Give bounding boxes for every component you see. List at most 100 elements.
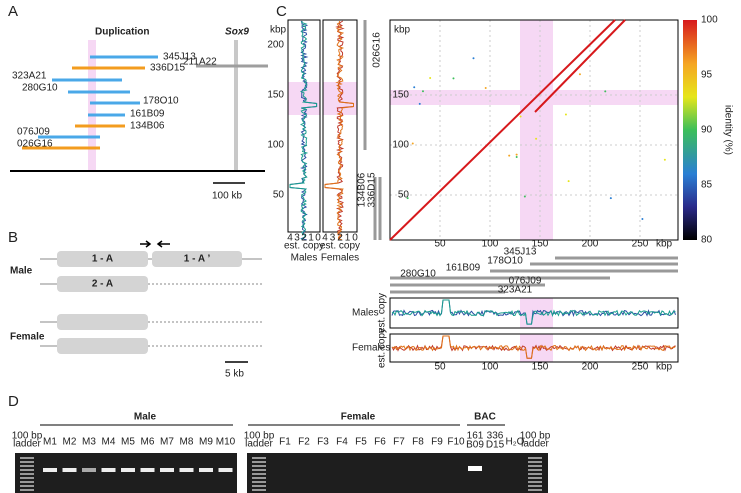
axis-unit: kbp [270,25,287,36]
copy-axis-label: est. copy [377,328,388,368]
copy-profile [324,20,354,241]
panel-label: A [8,3,18,20]
pcr-band [160,468,174,472]
clone-label: 280G10 [22,83,58,94]
alignment-dot [609,197,612,200]
lane-label: F8 [412,437,424,448]
alignment-dot [564,113,567,116]
lane-label: F10 [447,437,465,448]
alignment-dot [418,102,421,105]
y-tick-label: 50 [398,190,410,201]
alignment-dot [429,76,432,79]
lane-label: M6 [141,437,155,448]
colorbar-tick: 95 [701,70,713,81]
repeat-label: 1 - A [92,254,113,265]
copy-axis-label: est. copy [377,293,388,333]
copy-tick-label: 3 [294,233,300,244]
y-tick-label: 150 [392,90,409,101]
lane-label: M2 [63,437,77,448]
lane-label: M10 [216,437,236,448]
pcr-band [121,468,135,472]
scale-label: 100 kb [212,191,242,202]
lane-label: F2 [298,437,310,448]
ladder-band [252,489,266,491]
copy-tick-label: 2 [301,233,307,244]
clone-label: 026G16 [17,139,53,150]
ladder-band [20,461,34,463]
y-tick-label: 100 [392,140,409,151]
lane-label: ladder [245,439,273,450]
clone-label: 134B06 [357,172,368,207]
clone-label: 161B09 [446,263,481,274]
panel-label: C [276,3,287,20]
duplication-alignment [534,19,626,113]
clone-label: 336D15 [367,172,378,207]
ladder-band [252,461,266,463]
alignment-dot [413,86,416,89]
colorbar-tick: 100 [701,15,718,26]
alignment-dot [578,73,581,76]
group-label: Male [134,412,157,423]
lane-label: H₂O [506,437,525,448]
sex-label: Male [10,266,33,277]
copy-tick-label: 4 [287,233,293,244]
ladder-band [20,473,34,475]
lane-label: ladder [521,439,549,450]
clone-label: 161B09 [130,109,165,120]
ladder-band [252,477,266,479]
colorbar-tick: 90 [701,125,713,136]
lane-label: B09 [466,440,484,451]
clone-label: 336D15 [150,63,185,74]
lane-label: F7 [393,437,405,448]
duplication-title: Duplication [95,27,149,38]
copy-tick-label: 1 [308,233,314,244]
profile-label: Males [352,308,379,319]
ladder-band [528,465,542,467]
copy-profile [391,299,676,325]
alignment-dot [604,90,607,93]
y-tick-label: 50 [273,190,285,201]
ladder-band [20,481,34,483]
repeat-label: 2 - A [92,279,113,290]
x-tick-label: 150 [532,239,549,250]
copy-tick-label: 4 [322,233,328,244]
duplication-band [520,20,553,240]
copy-profile [391,335,676,359]
lane-label: 100 bp [244,431,275,442]
pcr-band [62,468,77,472]
lane-label: 161 [467,431,484,442]
pcr-band [43,468,57,472]
lane-label: F9 [431,437,443,448]
alignment-dot [641,218,644,221]
x-tick-label: 50 [434,239,446,250]
pcr-band [101,468,116,472]
repeat-box [57,251,148,267]
ladder-band [528,457,542,459]
repeat-box [152,251,242,267]
alignment-dot [663,158,666,161]
x-tick-label: 200 [582,362,599,373]
pcr-band [468,466,482,471]
ladder-band [528,469,542,471]
lane-label: M9 [199,437,213,448]
ladder-band [528,473,542,475]
ladder-band [20,485,34,487]
copy-tick-label: 2 [337,233,343,244]
ladder-band [528,485,542,487]
pcr-band [179,468,194,472]
clone-label: 134B06 [130,121,165,132]
alignment-dot [508,154,511,157]
colorbar [683,20,697,240]
axis-unit: kbp [656,239,673,250]
clone-label: 345J13 [504,247,537,258]
gel [15,453,237,493]
profile-label: Females [321,253,359,264]
axis-unit: kbp [394,25,411,36]
alignment-dot [421,90,424,93]
axis-unit: kbp [656,362,673,373]
ladder-band [20,465,34,467]
repeat-box [57,314,148,330]
x-tick-label: 50 [434,362,446,373]
copy-tick-label: 3 [330,233,336,244]
